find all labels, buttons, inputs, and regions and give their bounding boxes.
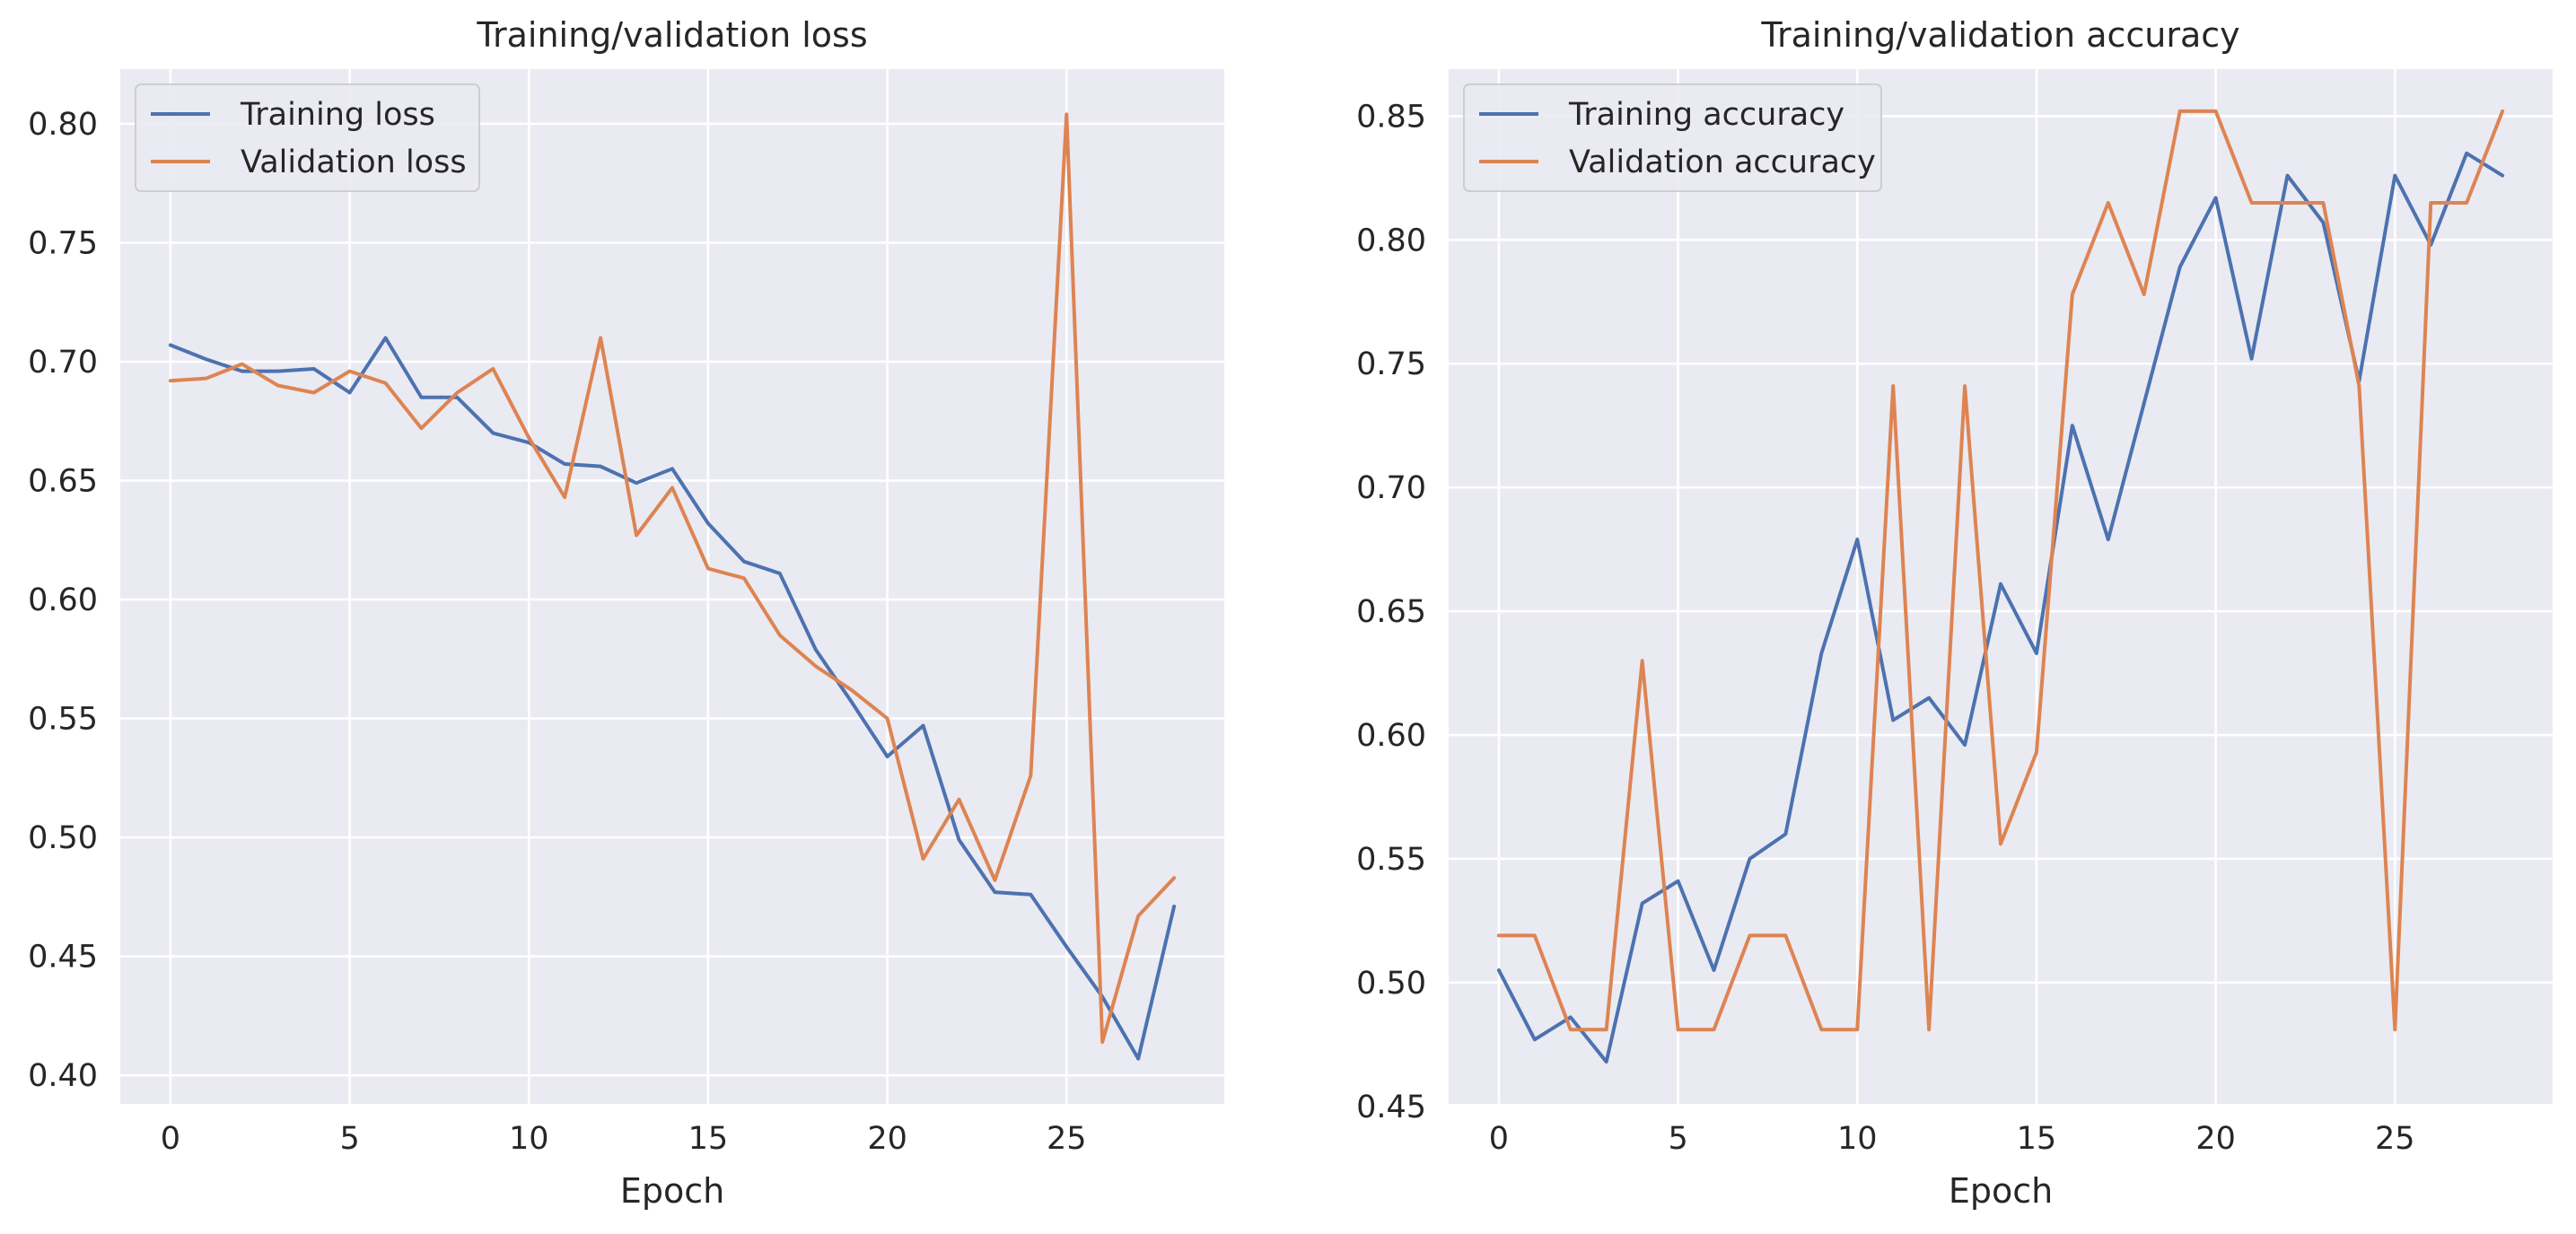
- loss-y-tick-label: 0.45: [28, 940, 98, 976]
- loss-y-tick-label: 0.80: [28, 107, 98, 143]
- accuracy-x-tick-label: 25: [2375, 1121, 2415, 1157]
- accuracy-y-tick-label: 0.50: [1356, 966, 1426, 1002]
- loss-y-tick-label: 0.55: [28, 702, 98, 738]
- loss-legend-frame: [135, 83, 480, 192]
- loss-x-tick-label: 10: [509, 1121, 549, 1157]
- loss-series-line-validation: [168, 112, 1177, 1045]
- loss-y-tick-label: 0.40: [28, 1058, 98, 1094]
- accuracy-x-axis-label: Epoch: [1949, 1171, 2053, 1211]
- accuracy-legend: Training accuracy Validation accuracy: [1463, 83, 1882, 192]
- loss-plot-area: [120, 69, 1224, 1104]
- accuracy-y-tick-label: 0.70: [1356, 470, 1426, 506]
- loss-y-tick-label: 0.50: [28, 820, 98, 856]
- loss-chart: 0 5 10 15 20 25 0.40 0.45 0.50 0.55 0.60 0.65 0.70 0.…: [28, 15, 1224, 1211]
- accuracy-y-tick-label: 0.85: [1356, 99, 1426, 135]
- accuracy-y-tick-label: 0.55: [1356, 842, 1426, 878]
- accuracy-x-tick-label: 15: [2017, 1121, 2057, 1157]
- accuracy-chart-title: Training/validation accuracy: [1760, 15, 2239, 55]
- loss-y-tick-label: 0.65: [28, 464, 98, 500]
- loss-x-tick-label: 20: [867, 1121, 907, 1157]
- loss-x-axis-label: Epoch: [620, 1171, 724, 1211]
- accuracy-y-tick-label: 0.45: [1356, 1090, 1426, 1125]
- loss-y-tick-label: 0.75: [28, 225, 98, 261]
- loss-legend-label: Training loss: [240, 97, 435, 133]
- accuracy-legend-label: Validation accuracy: [1569, 144, 1876, 180]
- loss-x-tick-label: 25: [1047, 1121, 1087, 1157]
- accuracy-x-tick-label: 10: [1837, 1121, 1878, 1157]
- loss-x-tick-label: 15: [688, 1121, 729, 1157]
- accuracy-y-tick-label: 0.75: [1356, 346, 1426, 382]
- accuracy-legend-label: Training accuracy: [1568, 97, 1844, 133]
- accuracy-y-tick-label: 0.65: [1356, 594, 1426, 630]
- loss-series-line-training: [168, 336, 1177, 1061]
- accuracy-chart: 0 5 10 15 20 25 0.45 0.50 0.55 0.60 0.65 0.70 0.75 0.…: [1356, 15, 2553, 1211]
- loss-legend-label: Validation loss: [241, 144, 467, 180]
- accuracy-x-tick-label: 0: [1489, 1121, 1509, 1157]
- accuracy-y-tick-label: 0.60: [1356, 718, 1426, 754]
- accuracy-series-line-validation: [1496, 109, 2505, 1032]
- accuracy-x-tick-label: 5: [1668, 1121, 1687, 1157]
- loss-y-tick-label: 0.70: [28, 345, 98, 381]
- accuracy-legend-frame: [1463, 83, 1882, 192]
- loss-legend: Training loss Validation loss: [135, 83, 480, 192]
- loss-chart-title: Training/validation loss: [476, 15, 867, 55]
- loss-y-tick-label: 0.60: [28, 582, 98, 618]
- loss-x-tick-label: 5: [339, 1121, 359, 1157]
- loss-x-tick-label: 0: [161, 1121, 180, 1157]
- accuracy-y-tick-label: 0.80: [1356, 223, 1426, 258]
- accuracy-x-tick-label: 20: [2195, 1121, 2236, 1157]
